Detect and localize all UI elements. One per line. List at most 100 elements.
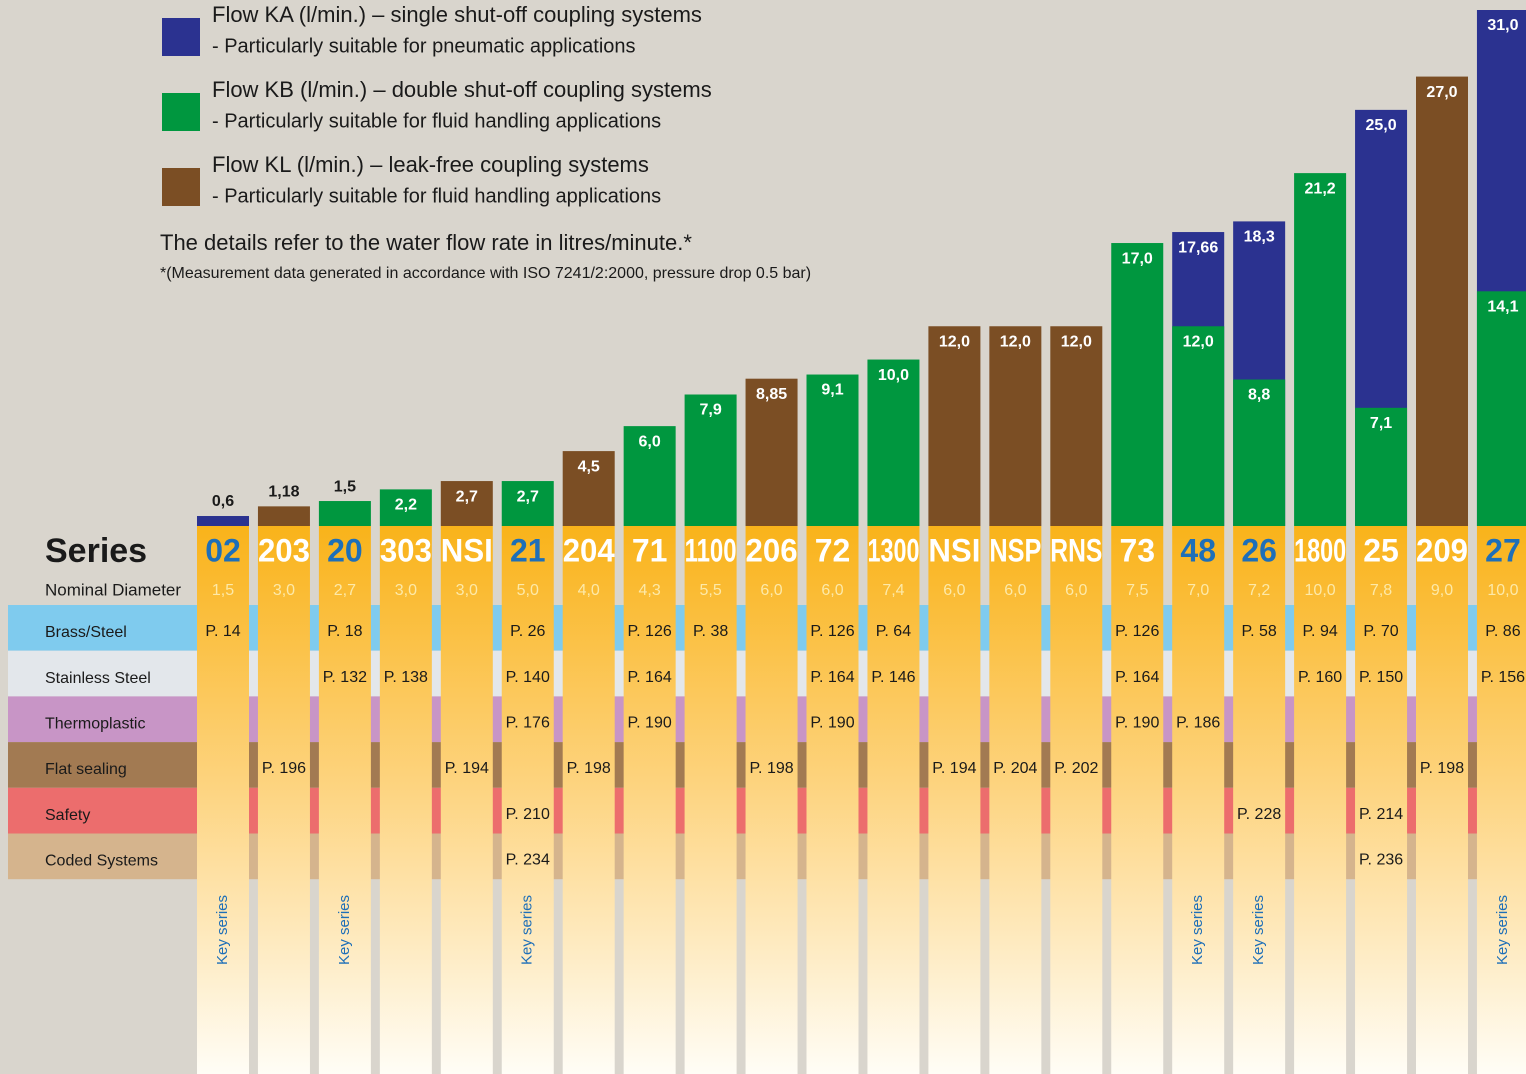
diameter: 6,0 [821,582,843,599]
flow-label: 10,0 [878,367,909,384]
diameter: 10,0 [1305,582,1336,599]
flow-bar [806,374,859,526]
legend-swatch [162,168,200,206]
flow-bar [928,326,981,526]
flow-label: 8,8 [1248,387,1270,404]
series-number: 1300 [867,532,919,568]
page-ref: P. 126 [1115,623,1159,640]
page-ref: P. 126 [628,623,672,640]
flow-label: 21,2 [1305,180,1336,197]
series-number: 303 [380,532,432,568]
column-body [623,526,676,1074]
flow-bar [1476,291,1526,526]
page-ref: P. 126 [810,623,854,640]
flow-label: 2,7 [456,488,478,505]
page-ref: P. 210 [506,806,550,823]
flow-bar [989,326,1042,526]
page-ref: P. 18 [327,623,362,640]
flow-label: 12,0 [939,333,970,350]
series-number: 73 [1119,532,1155,568]
series-number: 25 [1363,532,1399,568]
series-number: 21 [510,532,546,568]
flow-label: 12,0 [1183,333,1214,350]
diameter: 7,5 [1126,582,1148,599]
page-ref: P. 38 [693,623,728,640]
page-ref: P. 194 [445,760,489,777]
key-series: Key series [336,895,353,965]
flow-bar [684,394,737,526]
page-ref: P. 164 [810,669,854,686]
page-ref: P. 190 [810,714,854,731]
flow-label: 7,9 [699,402,721,419]
page-ref: P. 198 [567,760,611,777]
row-label: Safety [45,807,90,824]
series-number: 204 [563,532,615,568]
diameter: 6,0 [943,582,965,599]
diameter: 6,0 [1004,582,1026,599]
diameter: 4,3 [639,582,661,599]
series-number: 27 [1485,532,1521,568]
column-body [1355,526,1408,1074]
flow-label: 4,5 [578,458,600,475]
column-body [318,526,371,1074]
page-ref: P. 150 [1359,669,1403,686]
series-number: 20 [327,532,363,568]
diameter: 3,0 [395,582,417,599]
row-label: Stainless Steel [45,670,151,687]
column-body [1294,526,1347,1074]
legend-text: Flow KL (l/min.) – leak-free coupling sy… [212,152,649,177]
diameter-label: Nominal Diameter [45,580,181,599]
flow-label: 12,0 [1061,333,1092,350]
key-series: Key series [1494,895,1511,965]
page-ref: P. 138 [384,669,428,686]
series-number: 26 [1241,532,1277,568]
flow-label: 12,0 [1000,333,1031,350]
flow-bar [1416,76,1468,527]
series-number: NSI [441,532,493,568]
flow-label: 14,1 [1487,299,1518,316]
column-body [197,526,249,1074]
legend-text: Flow KB (l/min.) – double shut-off coupl… [212,77,712,102]
page-ref: P. 64 [876,623,911,640]
diameter: 7,2 [1248,582,1270,599]
flow-bar [257,506,310,526]
flow-bar [1355,407,1408,526]
column-body [1416,526,1468,1074]
page-ref: P. 214 [1359,806,1403,823]
page-ref: P. 14 [205,623,240,640]
flow-label: 17,0 [1122,250,1153,267]
diameter: 6,0 [1065,582,1087,599]
series-number: NSI [928,532,980,568]
column-body [745,526,798,1074]
series-number: 1100 [685,532,737,568]
page-ref: P. 228 [1237,806,1281,823]
flow-bar [562,451,615,526]
page-ref: P. 198 [749,760,793,777]
diameter: 3,0 [273,582,295,599]
series-number: 72 [815,532,851,568]
column-body [867,526,920,1074]
column-body [501,526,554,1074]
page-ref: P. 194 [932,760,976,777]
flow-bar [1172,326,1225,526]
column-body [257,526,310,1074]
page-ref: P. 140 [506,669,550,686]
flow-bar [1294,173,1347,527]
key-series: Key series [519,895,536,965]
key-series: Key series [1189,895,1206,965]
flow-label: 17,66 [1178,239,1218,256]
page-ref: P. 234 [506,852,550,869]
flow-label: 2,2 [395,497,417,514]
flow-bar [1050,326,1103,526]
flow-label: 1,5 [334,478,356,495]
column-body [1476,526,1526,1074]
series-number: 209 [1416,532,1468,568]
diameter: 7,8 [1370,582,1392,599]
column-body [989,526,1042,1074]
flow-label: 1,18 [268,484,299,501]
page-ref: P. 176 [506,714,550,731]
key-series: Key series [1250,895,1267,965]
diameter: 5,0 [517,582,539,599]
